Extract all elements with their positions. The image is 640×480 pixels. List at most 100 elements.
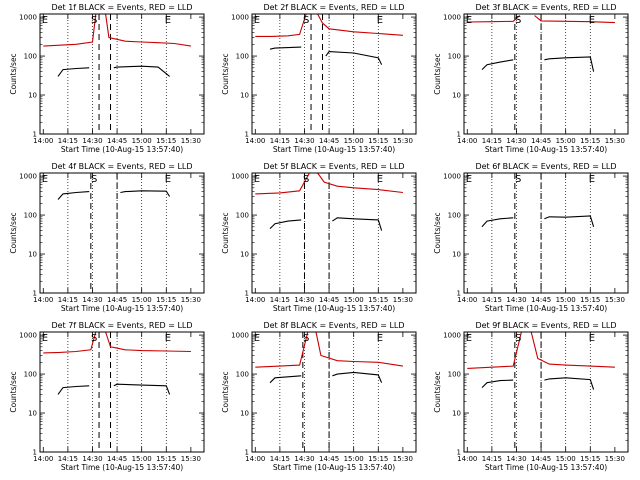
y-tick-label: 1000	[231, 14, 249, 22]
x-tick-label: 15:15	[368, 296, 388, 304]
x-tick-label: 15:30	[605, 455, 625, 463]
x-tick-label: 15:30	[181, 137, 201, 145]
x-tick-label: 14:45	[319, 296, 339, 304]
x-tick-label: 15:30	[181, 296, 201, 304]
x-tick-label: 15:15	[580, 296, 600, 304]
detector-panel-4: Det 4f BLACK = Events, RED = LLD 1 10 100 10…	[9, 162, 205, 313]
x-tick-label: 15:15	[156, 455, 176, 463]
x-tick-label: 15:15	[580, 455, 600, 463]
plot-frame	[251, 172, 417, 294]
detector-panel-3: Det 3f BLACK = Events, RED = LLD 1 10 100 10…	[433, 3, 629, 154]
lld-line-segment-1	[43, 13, 97, 47]
event-marker-label: S	[91, 333, 97, 344]
x-tick-label: 14:00	[457, 296, 477, 304]
x-tick-label: 14:15	[58, 137, 78, 145]
y-axis-label: Counts/sec	[433, 371, 442, 412]
events-line-segment-1	[57, 385, 90, 395]
x-axis-label: Start Time (10-Aug-15 13:57:40)	[61, 304, 183, 313]
x-tick-label: 15:15	[580, 137, 600, 145]
y-axis-label: Counts/sec	[221, 53, 230, 94]
x-tick-label: 14:15	[482, 137, 502, 145]
x-tick-label: 14:00	[457, 455, 477, 463]
events-line-segment-2	[544, 56, 595, 72]
y-tick-label: 1	[245, 449, 249, 457]
event-marker-label: E	[165, 15, 171, 26]
y-tick-label: 1	[457, 131, 461, 139]
x-tick-label: 14:30	[294, 137, 314, 145]
event-marker-label: E	[377, 15, 383, 26]
events-line-segment-2	[113, 65, 170, 77]
y-tick-label: 1000	[231, 173, 249, 181]
panel-title: Det 9f BLACK = Events, RED = LLD	[475, 321, 616, 330]
x-tick-label: 14:45	[531, 296, 551, 304]
y-tick-label: 1	[457, 449, 461, 457]
x-tick-label: 14:15	[482, 455, 502, 463]
events-line-segment-2	[332, 371, 383, 383]
y-axis-label: Counts/sec	[9, 371, 18, 412]
lld-line-segment-1	[467, 15, 521, 23]
y-axis-label: Counts/sec	[9, 212, 18, 253]
event-marker-label: S	[515, 333, 521, 344]
x-axis-label: Start Time (10-Aug-15 13:57:40)	[485, 463, 607, 472]
events-line-segment-1	[57, 67, 90, 77]
detector-panel-8: Det 8f BLACK = Events, RED = LLD 1 10 100 10…	[221, 321, 417, 472]
plot-frame	[251, 13, 417, 135]
lld-line-segment-2	[105, 13, 191, 47]
panel-title: Det 6f BLACK = Events, RED = LLD	[475, 162, 616, 171]
x-tick-label: 14:00	[33, 137, 53, 145]
x-tick-label: 15:15	[368, 137, 388, 145]
y-axis-label: Counts/sec	[433, 212, 442, 253]
events-line-segment-1	[269, 219, 302, 229]
x-tick-label: 14:30	[82, 137, 102, 145]
x-tick-label: 15:30	[605, 137, 625, 145]
detector-panel-2: Det 2f BLACK = Events, RED = LLD 1 10 100 10…	[221, 3, 417, 154]
x-tick-label: 14:00	[245, 296, 265, 304]
panel-title: Det 3f BLACK = Events, RED = LLD	[475, 3, 616, 12]
y-tick-label: 100	[448, 371, 461, 379]
x-tick-label: 14:45	[319, 455, 339, 463]
y-tick-label: 100	[448, 212, 461, 220]
x-axis-label: Start Time (10-Aug-15 13:57:40)	[485, 145, 607, 154]
event-marker-label: E	[254, 15, 260, 26]
events-line-segment-2	[113, 383, 171, 395]
lld-line-segment-2	[105, 331, 191, 353]
x-tick-label: 15:15	[156, 137, 176, 145]
y-tick-label: 1	[457, 290, 461, 298]
x-axis-label: Start Time (10-Aug-15 13:57:40)	[273, 145, 395, 154]
x-tick-label: 15:15	[368, 455, 388, 463]
y-tick-label: 100	[24, 371, 37, 379]
x-tick-label: 15:00	[556, 296, 576, 304]
x-tick-label: 14:45	[107, 455, 127, 463]
x-tick-label: 14:15	[270, 137, 290, 145]
detector-panel-1: Det 1f BLACK = Events, RED = LLD 1 10 100 10…	[9, 3, 205, 154]
y-tick-label: 1000	[443, 173, 461, 181]
plot-frame	[39, 331, 205, 453]
events-line-segment-1	[481, 379, 514, 388]
x-tick-label: 15:00	[556, 137, 576, 145]
panel-title: Det 5f BLACK = Events, RED = LLD	[263, 162, 404, 171]
event-marker-label: E	[165, 174, 171, 185]
x-tick-label: 14:00	[33, 296, 53, 304]
x-tick-label: 15:00	[132, 296, 152, 304]
x-tick-label: 15:30	[393, 455, 413, 463]
y-tick-label: 10	[240, 251, 249, 259]
x-tick-label: 14:00	[33, 455, 53, 463]
lld-line-segment-2	[315, 331, 403, 367]
events-line-segment-1	[269, 46, 302, 50]
x-tick-label: 14:00	[457, 137, 477, 145]
events-line-segment-2	[332, 217, 383, 231]
x-tick-label: 15:00	[132, 137, 152, 145]
event-marker-label: E	[589, 174, 595, 185]
x-tick-label: 15:30	[393, 296, 413, 304]
events-line-segment-1	[57, 191, 90, 200]
lld-line-segment-1	[467, 331, 522, 369]
panel-title: Det 2f BLACK = Events, RED = LLD	[263, 3, 404, 12]
x-tick-label: 14:30	[506, 455, 526, 463]
y-tick-label: 100	[448, 53, 461, 61]
lld-line-segment-1	[255, 331, 309, 368]
event-marker-label: E	[466, 174, 472, 185]
plot-frame	[251, 331, 417, 453]
x-tick-label: 14:15	[58, 455, 78, 463]
events-line-segment-2	[544, 215, 595, 227]
y-tick-label: 10	[28, 410, 37, 418]
